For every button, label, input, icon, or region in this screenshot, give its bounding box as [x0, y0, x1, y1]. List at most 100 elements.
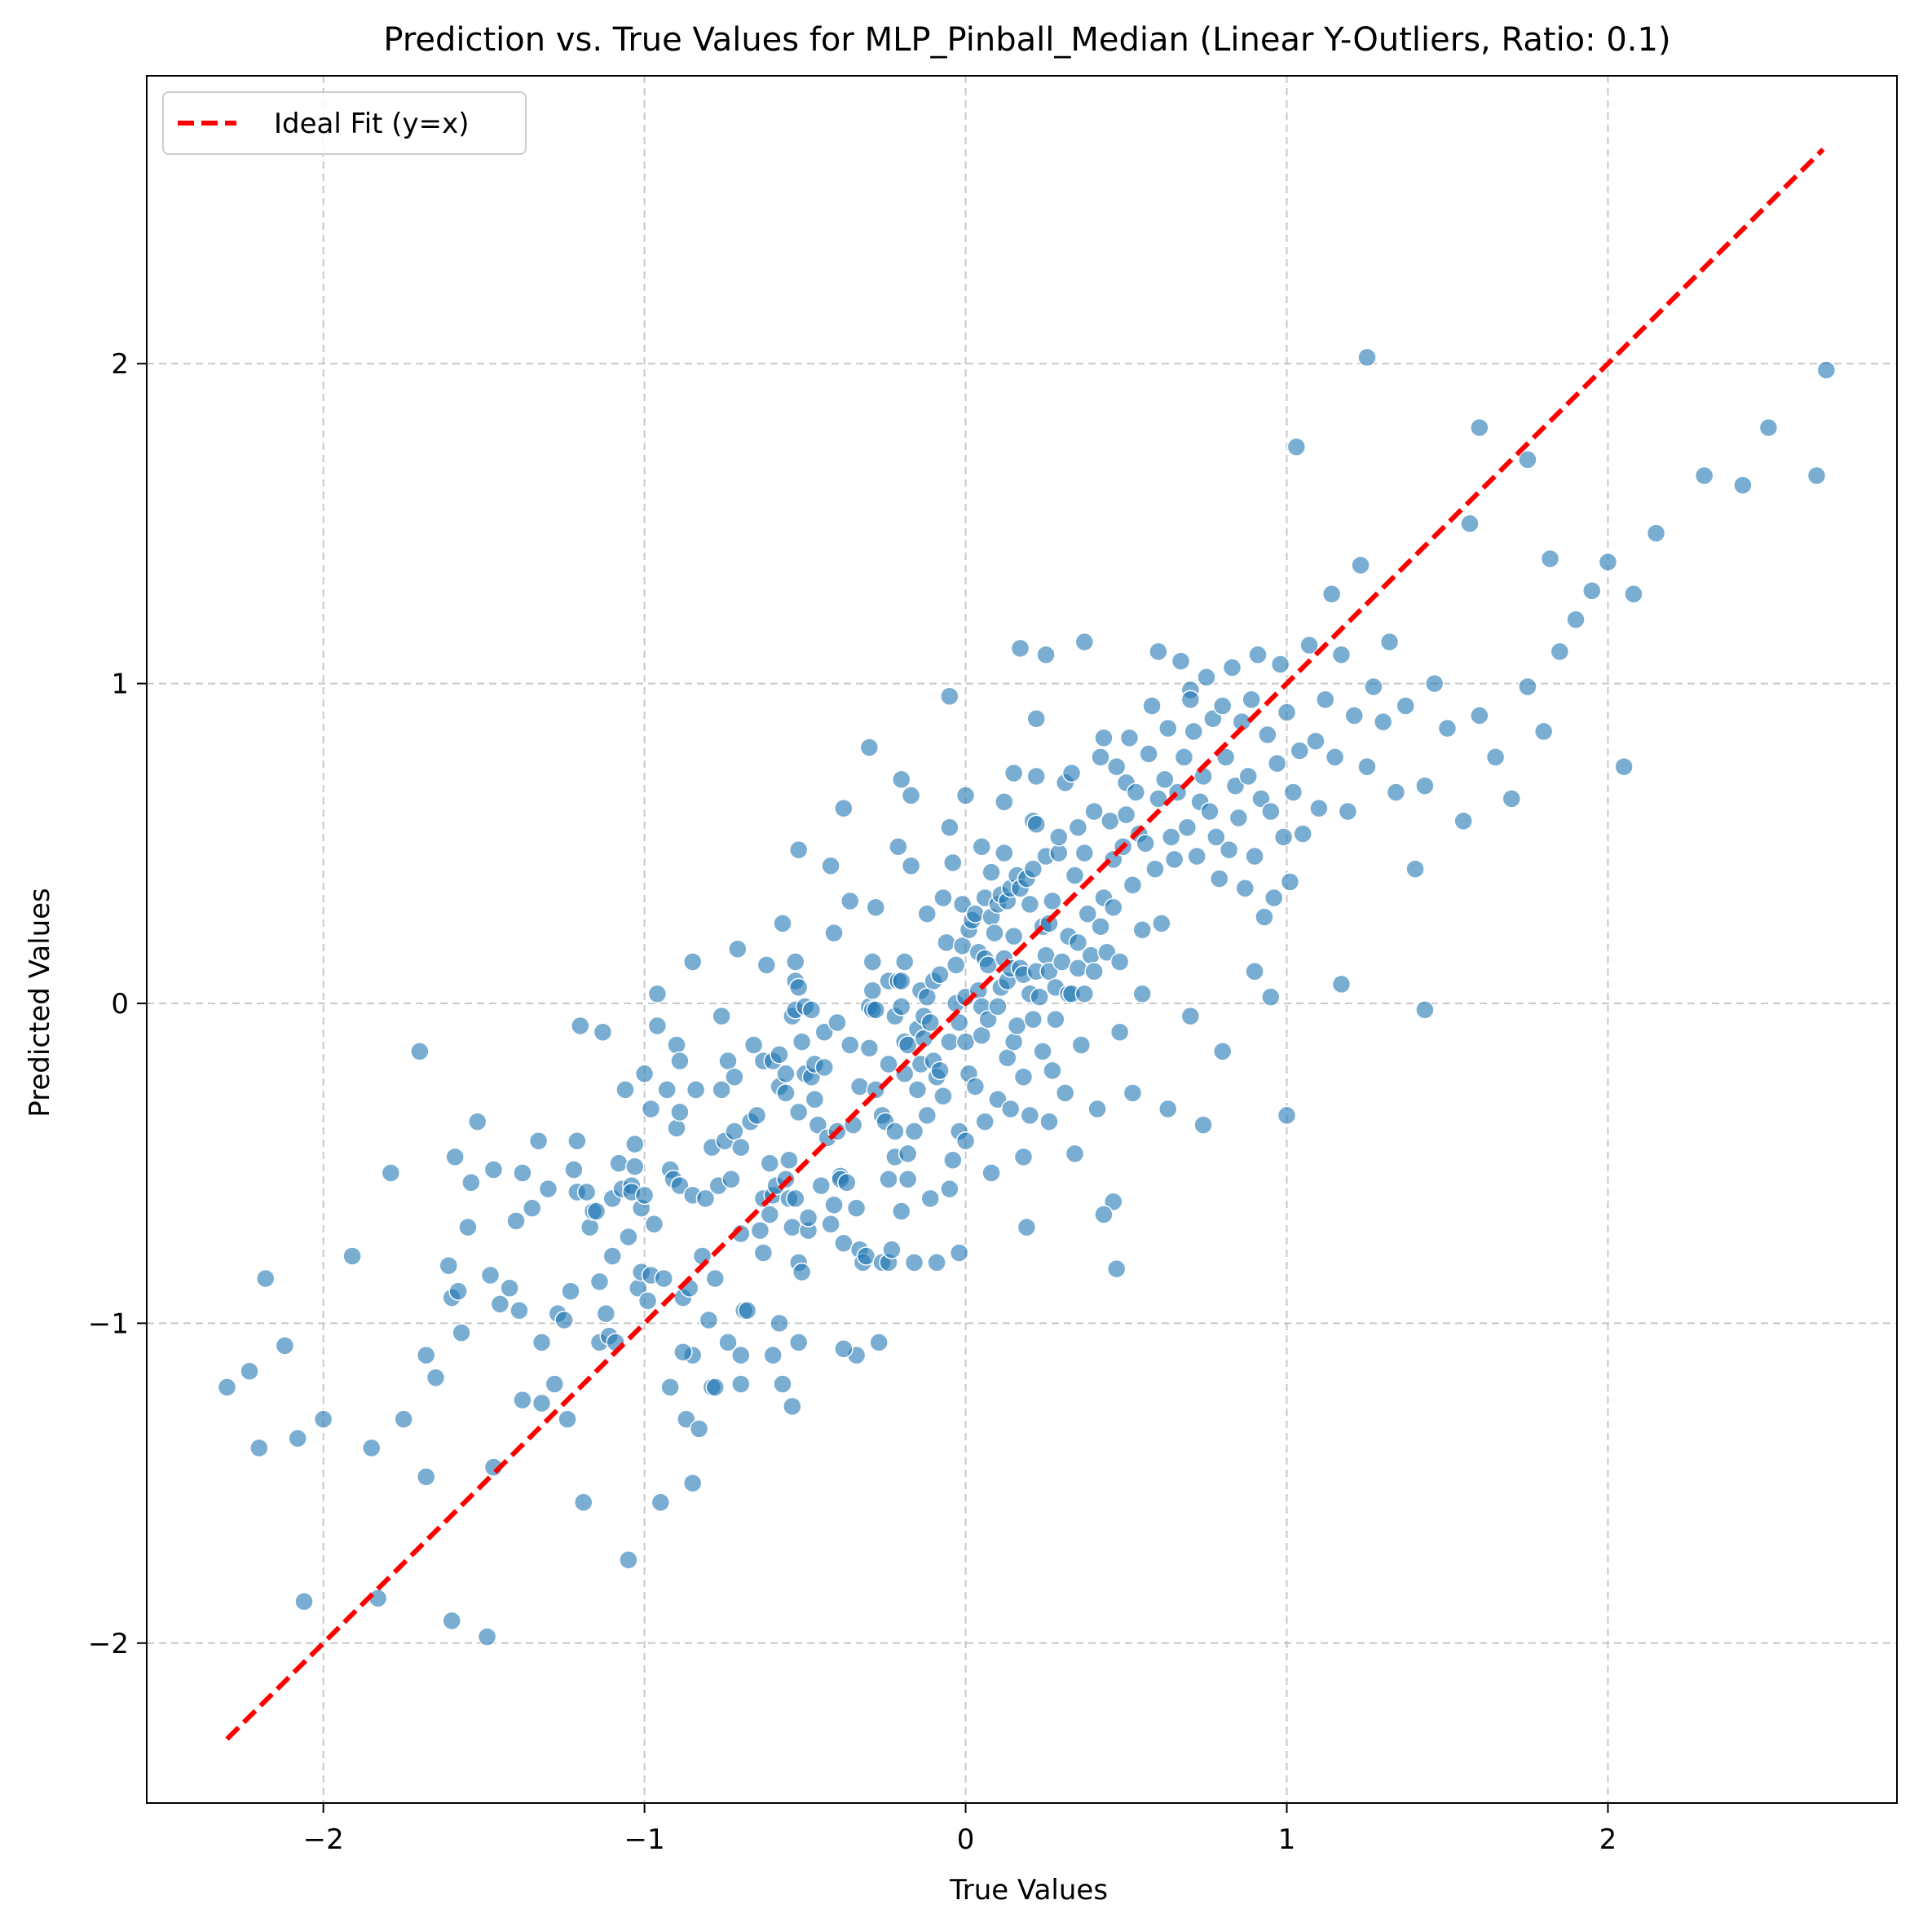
data-point: [904, 1122, 924, 1141]
y-tick-label: 0: [111, 988, 129, 1021]
data-point: [811, 1175, 831, 1196]
data-point: [480, 1265, 501, 1285]
data-point: [1267, 753, 1287, 774]
data-point: [747, 1105, 767, 1126]
data-point: [1277, 1105, 1297, 1126]
data-point: [670, 1102, 690, 1122]
data-point: [586, 1201, 607, 1221]
data-point: [840, 1035, 860, 1055]
y-tick-label: −1: [88, 1307, 129, 1340]
data-point: [988, 1089, 1008, 1109]
data-point: [1344, 706, 1364, 725]
data-point: [558, 1409, 577, 1429]
data-point: [1084, 961, 1104, 981]
data-point: [554, 1310, 574, 1330]
data-point: [1177, 818, 1198, 837]
data-point: [1026, 814, 1046, 834]
data-point: [792, 1262, 812, 1282]
data-point: [1470, 706, 1489, 725]
data-point: [750, 1220, 770, 1241]
data-point: [1020, 1105, 1040, 1126]
data-point: [1104, 1192, 1123, 1212]
data-point: [1161, 827, 1181, 847]
data-point: [442, 1611, 461, 1631]
data-point: [490, 1294, 510, 1314]
data-point: [1094, 728, 1114, 748]
data-point: [1043, 891, 1062, 911]
data-point: [1123, 1083, 1143, 1103]
data-point: [1582, 581, 1602, 601]
data-point: [930, 1060, 950, 1081]
data-point: [894, 952, 915, 972]
data-point: [625, 1134, 645, 1154]
data-point: [654, 1268, 674, 1289]
data-point: [805, 1089, 825, 1109]
data-point: [783, 1217, 802, 1237]
data-point: [699, 1310, 719, 1330]
data-point: [615, 1080, 635, 1100]
data-point: [468, 1112, 487, 1131]
data-point: [625, 1157, 645, 1176]
data-point: [972, 1025, 992, 1045]
data-point: [821, 1214, 840, 1234]
data-point: [1003, 1032, 1024, 1051]
data-point: [695, 1188, 716, 1209]
data-point: [1081, 946, 1101, 965]
data-point: [416, 1466, 436, 1487]
data-point: [362, 1438, 382, 1458]
data-point: [1646, 523, 1666, 543]
data-point: [1132, 919, 1152, 940]
data-point: [1023, 1009, 1043, 1029]
data-point: [965, 904, 986, 924]
data-point: [657, 1080, 677, 1100]
data-point: [712, 1006, 731, 1026]
data-point: [1283, 783, 1303, 802]
data-point: [1061, 763, 1082, 783]
data-point: [940, 1032, 959, 1051]
data-point: [949, 1243, 969, 1263]
data-point: [1351, 555, 1370, 575]
data-point: [1357, 756, 1377, 777]
data-point: [952, 936, 973, 956]
data-point: [644, 1214, 664, 1234]
data-point: [837, 1172, 857, 1193]
data-point: [763, 1345, 783, 1365]
data-point: [682, 1473, 703, 1493]
data-point: [995, 792, 1014, 812]
x-axis-label: True Values: [949, 1874, 1108, 1907]
data-point: [1020, 894, 1040, 915]
data-point: [1299, 635, 1319, 655]
legend-box: [162, 91, 527, 155]
data-point: [1155, 769, 1175, 790]
data-point: [670, 1051, 690, 1071]
data-point: [1139, 744, 1158, 764]
data-point: [760, 1205, 780, 1224]
data-point: [862, 952, 883, 972]
data-point: [1338, 801, 1358, 822]
data-point: [821, 856, 840, 875]
data-point: [1485, 747, 1506, 767]
data-point: [869, 1333, 889, 1352]
data-point: [770, 1313, 789, 1334]
data-point: [940, 1179, 959, 1199]
data-point: [972, 836, 992, 857]
data-point: [1142, 696, 1162, 716]
data-point: [1164, 849, 1184, 870]
data-point: [1694, 465, 1714, 486]
data-point: [917, 1105, 937, 1126]
data-point: [1379, 632, 1400, 652]
data-point: [1187, 846, 1206, 866]
data-point: [1003, 763, 1024, 783]
data-point: [943, 1150, 963, 1171]
data-point: [513, 1163, 532, 1183]
data-point: [901, 786, 921, 805]
data-point: [1518, 450, 1537, 470]
data-point: [786, 952, 805, 972]
chart-title: Prediction vs. True Values for MLP_Pinba…: [383, 21, 1670, 59]
data-point: [721, 1170, 741, 1189]
data-point: [500, 1278, 519, 1298]
data-point: [892, 769, 911, 790]
data-point: [1065, 866, 1085, 885]
data-point: [1386, 783, 1406, 802]
